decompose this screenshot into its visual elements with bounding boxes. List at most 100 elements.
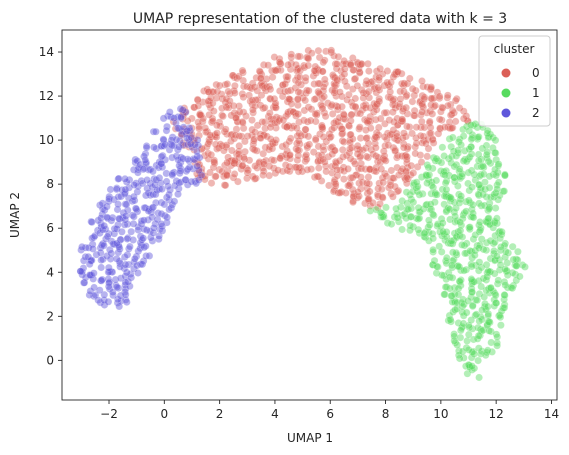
y-tick-label: 8: [46, 177, 54, 191]
scatter-point: [282, 140, 290, 149]
scatter-point: [197, 111, 205, 120]
scatter-point: [290, 163, 299, 172]
scatter-point: [465, 145, 474, 153]
scatter-point: [318, 67, 327, 76]
scatter-point: [423, 171, 432, 180]
scatter-point: [213, 121, 221, 130]
scatter-point: [218, 95, 227, 103]
scatter-point: [314, 46, 323, 55]
scatter-point: [399, 81, 408, 90]
scatter-point: [292, 144, 301, 153]
scatter-point: [133, 187, 142, 196]
scatter-point: [449, 308, 457, 316]
scatter-point: [416, 131, 425, 140]
scatter-point: [182, 127, 190, 136]
scatter-point: [459, 132, 468, 140]
scatter-point: [100, 296, 108, 304]
scatter-point: [350, 189, 358, 198]
scatter-point: [425, 228, 433, 237]
scatter-point: [422, 139, 430, 148]
scatter-point: [459, 107, 468, 116]
scatter-point: [190, 103, 198, 112]
scatter-point: [286, 154, 294, 163]
scatter-point: [433, 88, 442, 97]
scatter-point: [349, 192, 358, 200]
scatter-point: [179, 141, 187, 149]
scatter-point: [473, 296, 482, 305]
scatter-point: [356, 152, 365, 161]
scatter-point: [428, 135, 437, 144]
scatter-point: [206, 168, 214, 177]
scatter-point: [235, 153, 243, 162]
scatter-point: [435, 242, 444, 251]
scatter-point: [497, 321, 505, 330]
scatter-point: [474, 266, 483, 275]
scatter-point: [293, 73, 302, 81]
scatter-point: [373, 190, 382, 199]
scatter-point: [493, 219, 501, 228]
scatter-point: [185, 138, 194, 146]
scatter-point: [497, 230, 506, 239]
scatter-point: [172, 152, 181, 160]
scatter-point: [330, 88, 339, 97]
scatter-point: [420, 136, 428, 145]
scatter-point: [328, 86, 337, 95]
scatter-point: [412, 134, 420, 142]
scatter-point: [325, 130, 334, 138]
scatter-point: [395, 102, 403, 111]
scatter-point: [230, 157, 239, 166]
scatter-point: [198, 144, 206, 153]
scatter-point: [259, 131, 268, 139]
scatter-point: [309, 148, 318, 156]
scatter-point: [497, 307, 506, 315]
scatter-point: [140, 152, 148, 161]
scatter-point: [470, 277, 479, 286]
scatter-point: [371, 132, 380, 141]
scatter-point: [455, 354, 464, 363]
scatter-point: [234, 72, 243, 81]
legend-label-2: 2: [532, 106, 540, 120]
scatter-point: [134, 163, 143, 172]
scatter-point: [340, 57, 348, 65]
scatter-point: [337, 67, 345, 75]
scatter-point: [139, 234, 148, 243]
scatter-point: [116, 274, 125, 283]
scatter-point: [376, 199, 384, 208]
scatter-point: [271, 99, 280, 108]
scatter-point: [481, 299, 489, 308]
scatter-point: [238, 118, 247, 126]
scatter-point: [465, 223, 473, 232]
scatter-point: [340, 111, 348, 119]
scatter-point: [150, 223, 158, 232]
scatter-point: [508, 268, 517, 277]
scatter-point: [125, 282, 134, 291]
scatter-point: [143, 176, 151, 184]
scatter-point: [493, 168, 502, 177]
scatter-point: [322, 47, 330, 56]
scatter-point: [195, 163, 203, 171]
legend-box: [478, 35, 551, 127]
scatter-point: [458, 172, 466, 181]
scatter-point: [468, 254, 476, 262]
scatter-point: [462, 308, 471, 317]
scatter-point: [469, 213, 478, 222]
scatter-point: [427, 84, 435, 93]
scatter-point: [278, 167, 287, 176]
scatter-point: [477, 263, 486, 272]
scatter-point: [157, 220, 166, 228]
scatter-point: [400, 129, 408, 138]
scatter-point: [116, 236, 125, 244]
scatter-point: [447, 124, 456, 133]
scatter-point: [279, 116, 288, 124]
scatter-point: [131, 158, 140, 167]
scatter-point: [358, 146, 367, 155]
scatter-point: [375, 94, 384, 103]
scatter-point: [79, 264, 88, 272]
scatter-point: [485, 183, 494, 192]
scatter-point: [116, 291, 125, 300]
scatter-point: [364, 87, 373, 96]
scatter-point: [471, 261, 480, 270]
scatter-point: [97, 263, 106, 272]
scatter-point: [243, 132, 252, 141]
scatter-point: [442, 167, 451, 175]
